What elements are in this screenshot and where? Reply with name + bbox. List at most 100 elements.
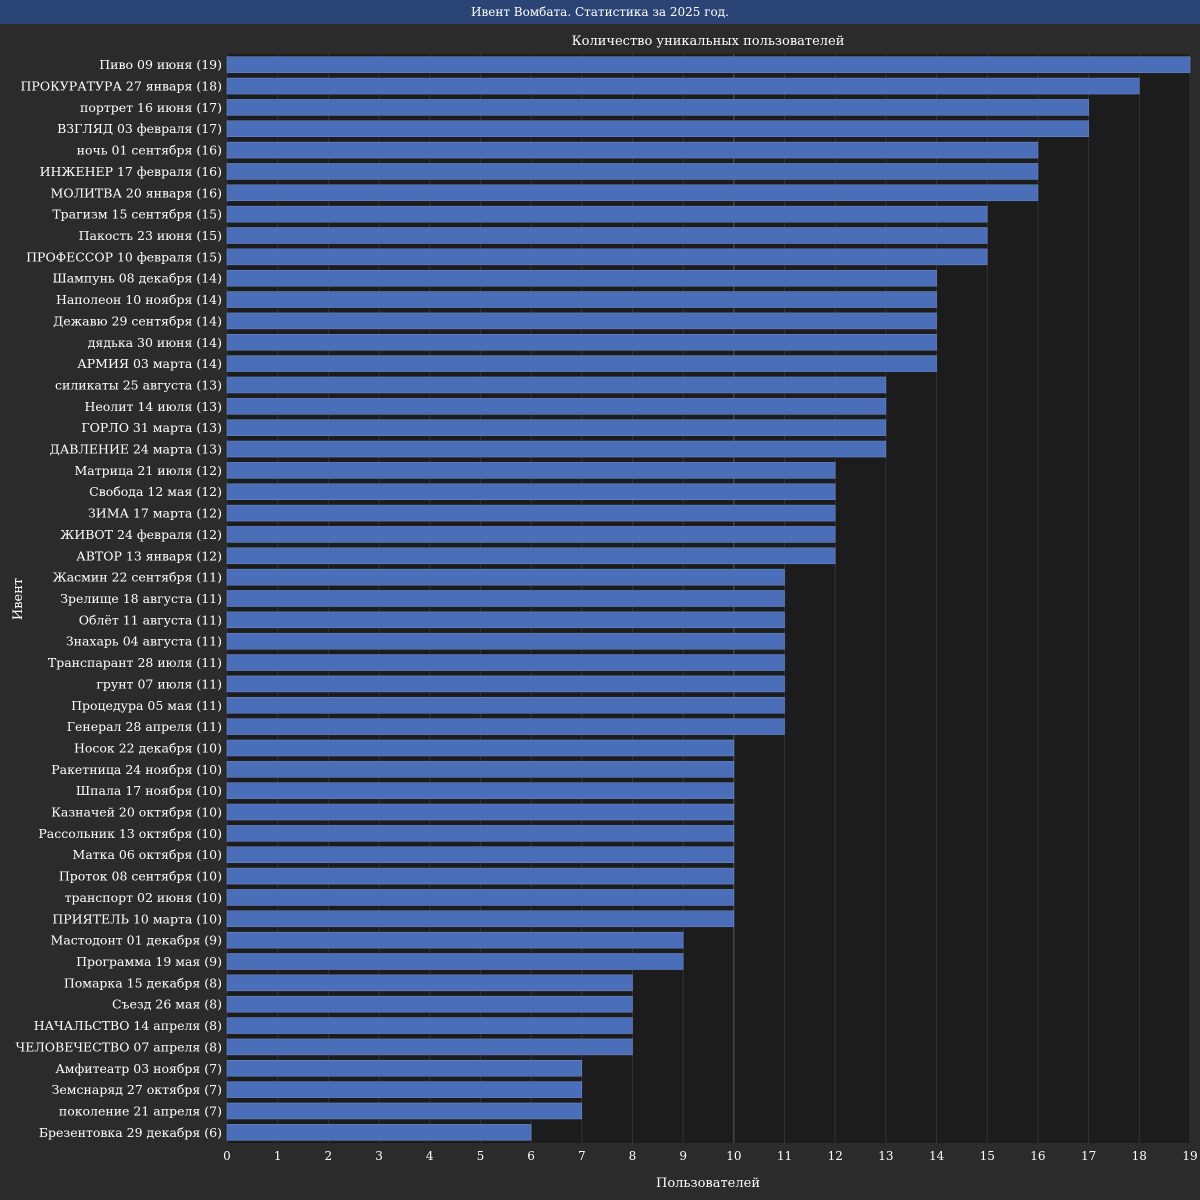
category-label: Неолит 14 июля (13): [84, 399, 222, 414]
category-label: Матка 06 октября (10): [73, 847, 222, 862]
category-label: ПРИЯТЕЛЬ 10 марта (10): [52, 911, 222, 926]
bar[interactable]: [226, 910, 735, 928]
category-label: ГОРЛО 31 марта (13): [81, 420, 222, 435]
category-label: Генерал 28 апреля (11): [67, 719, 222, 734]
bar[interactable]: [226, 77, 1140, 95]
bar[interactable]: [226, 889, 735, 906]
bar[interactable]: [226, 590, 785, 607]
x-tick-labels: 0 1 2 3 4 5 6 7 8 9 10 11 12 13 14 15 16 17 18 19: [223, 1149, 1197, 1163]
category-label: Зрелище 18 августа (11): [60, 591, 222, 606]
bar[interactable]: [226, 974, 633, 992]
bar[interactable]: [226, 953, 684, 970]
bar[interactable]: [226, 483, 836, 500]
category-label: Дежавю 29 сентября (14): [53, 313, 222, 328]
x-tick-label: 2: [325, 1149, 333, 1163]
bar[interactable]: [226, 611, 785, 629]
category-label: Пакость 23 июня (15): [79, 228, 222, 243]
bar[interactable]: [226, 1081, 583, 1098]
bar[interactable]: [226, 547, 836, 565]
category-label: ВЗГЛЯД 03 февраля (17): [57, 121, 222, 136]
bar[interactable]: [226, 761, 735, 778]
bar[interactable]: [226, 462, 836, 479]
category-label: Носок 22 декабря (10): [74, 740, 222, 755]
bar[interactable]: [226, 1038, 633, 1056]
bar[interactable]: [226, 825, 735, 842]
bar[interactable]: [226, 782, 735, 799]
bar[interactable]: [226, 1060, 583, 1077]
chart-title: Количество уникальных пользователей: [572, 34, 845, 49]
x-tick-label: 7: [578, 1149, 586, 1163]
x-tick-label: 0: [223, 1149, 231, 1163]
category-label: Амфитеатр 03 ноября (7): [55, 1061, 222, 1076]
bar[interactable]: [226, 56, 1191, 73]
bar[interactable]: [226, 184, 1039, 202]
category-label: Проток 08 сентября (10): [59, 869, 222, 884]
bar[interactable]: [226, 803, 735, 821]
bar[interactable]: [226, 99, 1089, 116]
y-axis-label: Ивент: [11, 578, 26, 620]
category-label: Съезд 26 мая (8): [112, 997, 222, 1012]
x-tick-label: 8: [629, 1149, 637, 1163]
bar[interactable]: [226, 440, 887, 458]
x-tick-label: 10: [726, 1149, 741, 1163]
x-tick-label: 14: [929, 1149, 945, 1163]
bar[interactable]: [226, 334, 937, 351]
bar[interactable]: [226, 269, 937, 287]
bar[interactable]: [226, 248, 988, 266]
bar-chart: Пиво 09 июня (19) ПРОКУРАТУРА 27 января (…: [11, 34, 1198, 1191]
category-label: Ракетница 24 ноября (10): [51, 762, 222, 777]
bar[interactable]: [226, 398, 887, 415]
bar[interactable]: [226, 995, 633, 1013]
x-tick-label: 3: [375, 1149, 383, 1163]
x-tick-label: 11: [777, 1149, 792, 1163]
bar[interactable]: [226, 697, 785, 714]
category-label: ИНЖЕНЕР 17 февраля (16): [40, 164, 222, 179]
bar[interactable]: [226, 654, 785, 671]
category-labels: Пиво 09 июня (19) ПРОКУРАТУРА 27 января (…: [16, 57, 222, 1140]
category-label: Мастодонт 01 декабря (9): [51, 933, 222, 948]
category-label: Шпала 17 ноября (10): [76, 783, 222, 798]
bar[interactable]: [226, 163, 1039, 180]
bar[interactable]: [226, 205, 988, 223]
bar[interactable]: [226, 141, 1039, 159]
bar[interactable]: [226, 675, 785, 693]
bar[interactable]: [226, 355, 937, 372]
bar[interactable]: [226, 504, 836, 522]
x-tick-label: 16: [1030, 1149, 1045, 1163]
x-axis-label: Пользователей: [656, 1176, 760, 1191]
category-label: Брезентовка 29 декабря (6): [39, 1125, 222, 1140]
bar[interactable]: [226, 632, 785, 650]
window-title: Ивент Вомбата. Статистика за 2025 год.: [471, 5, 729, 19]
bar[interactable]: [226, 568, 785, 586]
x-tick-label: 5: [477, 1149, 485, 1163]
category-label: портрет 16 июня (17): [80, 100, 222, 115]
x-tick-label: 15: [980, 1149, 995, 1163]
x-tick-label: 18: [1132, 1149, 1147, 1163]
category-label: Облёт 11 августа (11): [79, 612, 222, 627]
bar[interactable]: [226, 291, 937, 308]
bar[interactable]: [226, 1017, 633, 1034]
bar[interactable]: [226, 419, 887, 436]
category-label: Казначей 20 октября (10): [51, 805, 222, 820]
bar[interactable]: [226, 739, 735, 757]
x-tick-label: 4: [426, 1149, 434, 1163]
bar[interactable]: [226, 1102, 583, 1120]
x-tick-label: 9: [679, 1149, 687, 1163]
bar[interactable]: [226, 376, 887, 394]
window-title-bar: Ивент Вомбата. Статистика за 2025 год.: [0, 0, 1200, 25]
bar[interactable]: [226, 867, 735, 885]
bar[interactable]: [226, 846, 735, 863]
bars-group: [226, 56, 1191, 1141]
category-label: поколение 21 апреля (7): [59, 1103, 222, 1118]
bar[interactable]: [226, 1124, 532, 1141]
bar[interactable]: [226, 227, 988, 244]
x-tick-label: 19: [1182, 1149, 1197, 1163]
bar[interactable]: [226, 931, 684, 949]
category-label: АВТОР 13 января (12): [76, 548, 222, 563]
bar[interactable]: [226, 120, 1089, 137]
category-label: Помарка 15 декабря (8): [64, 975, 222, 990]
bar[interactable]: [226, 526, 836, 543]
bar[interactable]: [226, 312, 937, 330]
bar[interactable]: [226, 718, 785, 735]
category-label: дядька 30 июня (14): [88, 335, 222, 350]
